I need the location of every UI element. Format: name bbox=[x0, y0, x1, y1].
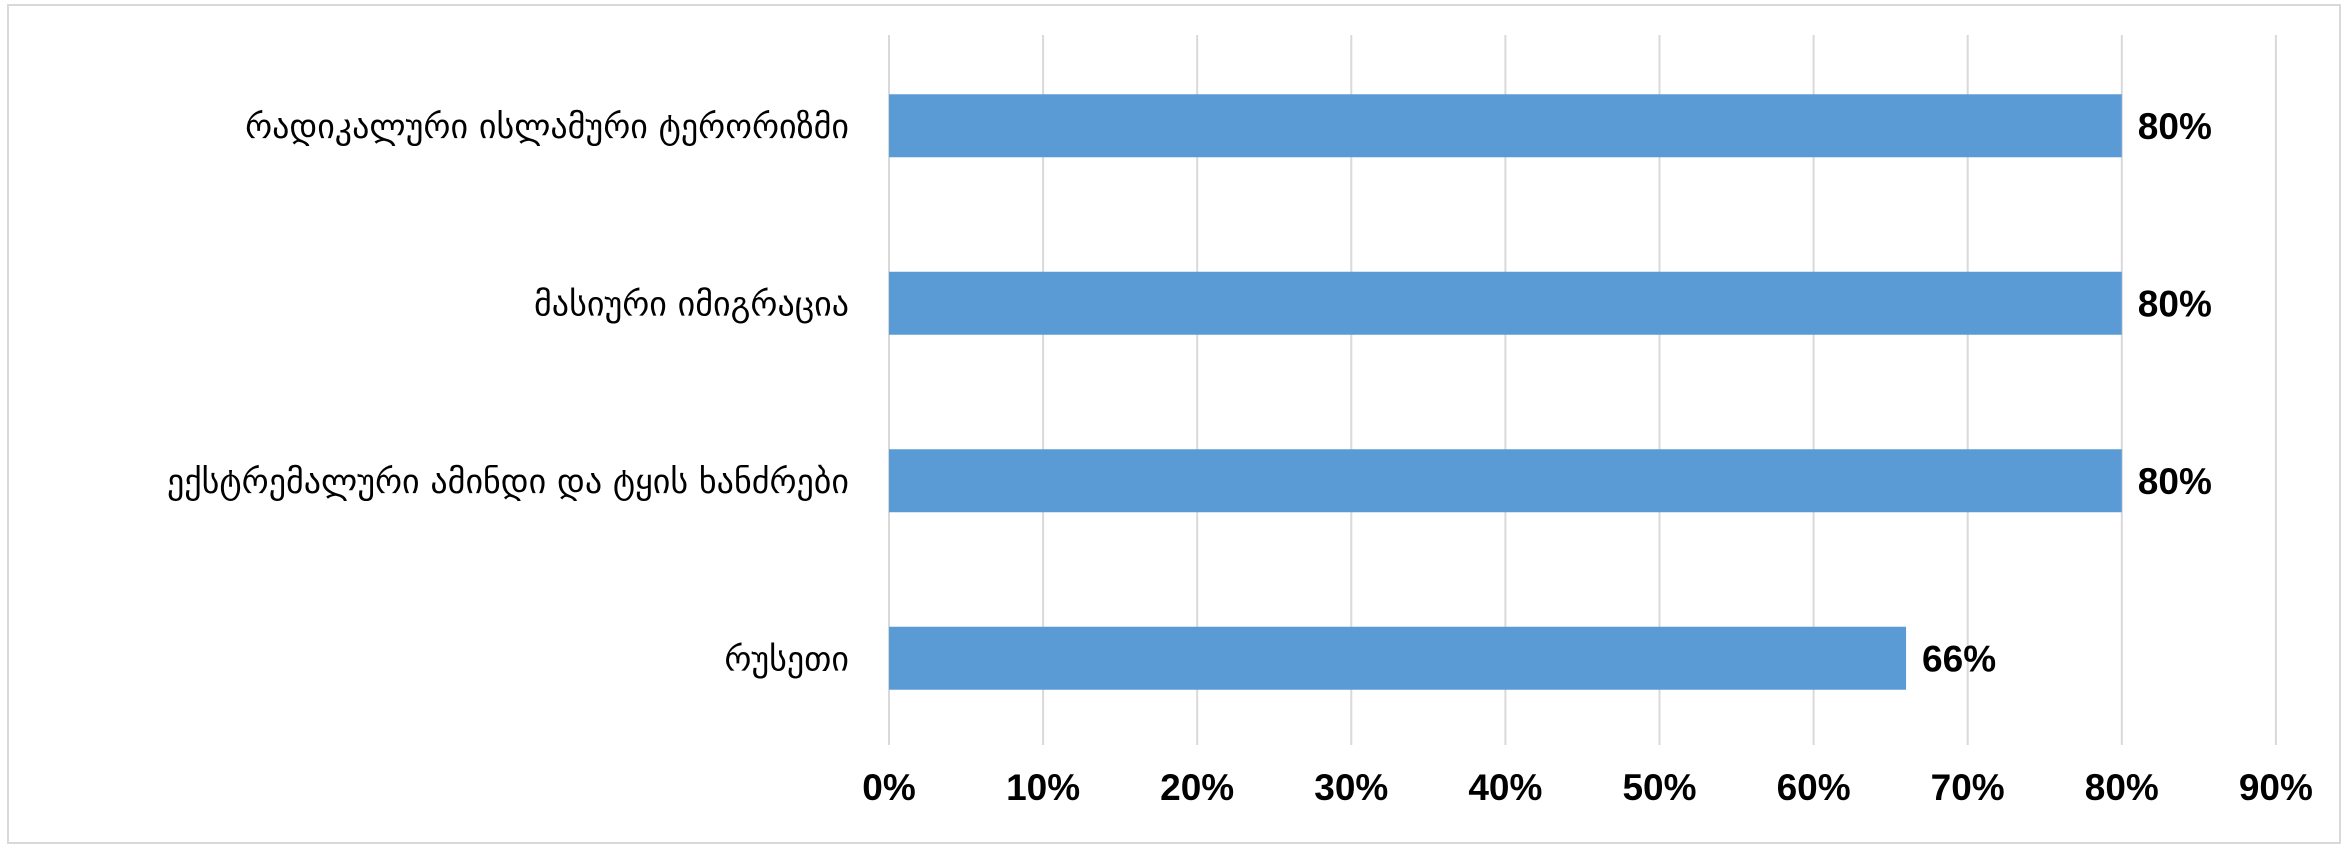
x-tick-label: 20% bbox=[1160, 767, 1234, 808]
bar bbox=[889, 449, 2122, 513]
x-tick-label: 30% bbox=[1314, 767, 1388, 808]
x-tick-label: 40% bbox=[1468, 767, 1542, 808]
x-tick-label: 50% bbox=[1622, 767, 1696, 808]
x-tick-label: 90% bbox=[2239, 767, 2313, 808]
data-label: 66% bbox=[1922, 638, 1996, 679]
data-label: 80% bbox=[2138, 106, 2212, 147]
x-tick-label: 80% bbox=[2085, 767, 2159, 808]
x-tick-label: 0% bbox=[862, 767, 915, 808]
data-label: 80% bbox=[2138, 461, 2212, 502]
category-label: მასიური იმიგრაცია bbox=[534, 284, 849, 324]
x-tick-label: 70% bbox=[1931, 767, 2005, 808]
bar bbox=[889, 94, 2122, 158]
category-label: რადიკალური ისლამური ტერორიზმი bbox=[245, 107, 849, 147]
data-labels: 80% 80% 80% 66% bbox=[1922, 106, 2212, 680]
x-tick-label: 60% bbox=[1777, 767, 1851, 808]
bars bbox=[889, 94, 2122, 690]
category-label: რუსეთი bbox=[724, 639, 849, 679]
data-label: 80% bbox=[2138, 283, 2212, 324]
x-tick-label: 10% bbox=[1006, 767, 1080, 808]
bar bbox=[889, 626, 1907, 690]
bar bbox=[889, 271, 2122, 335]
x-axis-tick-labels: 0% 10% 20% 30% 40% 50% 60% 70% 80% 90% bbox=[862, 767, 2313, 808]
category-label: ექსტრემალური ამინდი და ტყის ხანძრები bbox=[167, 462, 849, 502]
category-labels: რადიკალური ისლამური ტერორიზმი მასიური იმი… bbox=[167, 107, 849, 680]
